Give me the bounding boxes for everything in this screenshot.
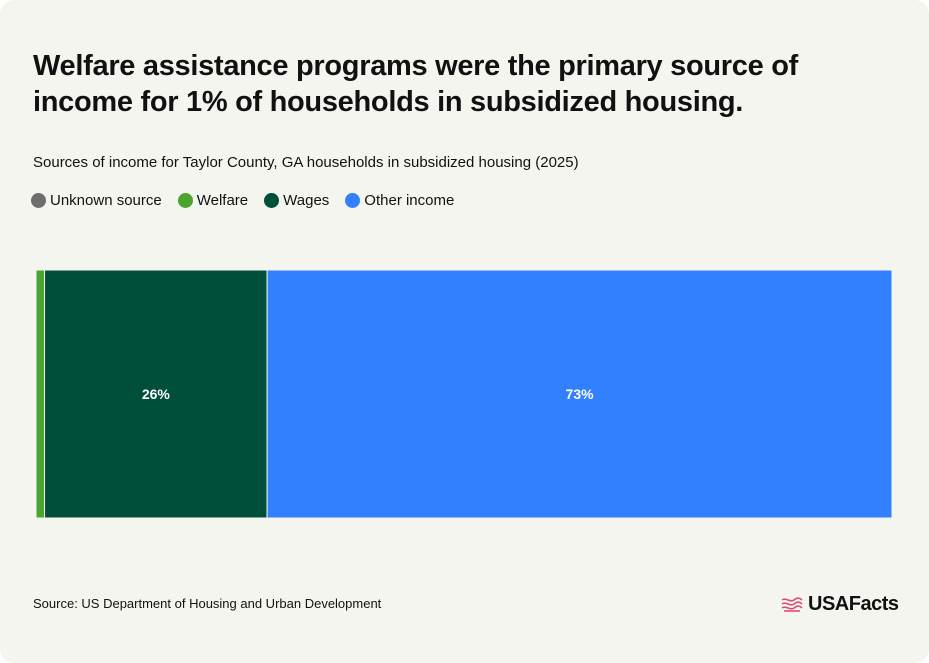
legend-label-unknown-source: Unknown source <box>50 192 162 209</box>
legend-item-wages: Wages <box>264 192 329 209</box>
legend-label-welfare: Welfare <box>196 192 249 209</box>
legend: Unknown source Welfare Wages Other incom… <box>31 192 470 209</box>
chart-title: Welfare assistance programs were the pri… <box>33 50 798 118</box>
bar-segment-welfare <box>35 269 46 519</box>
legend-label-wages: Wages <box>283 192 330 209</box>
data-label-other-income: 73% <box>566 386 595 402</box>
source-note: Source: US Department of Housing and Urb… <box>33 596 382 611</box>
legend-swatch-wages <box>264 193 280 208</box>
legend-swatch-other-income <box>345 193 361 208</box>
legend-item-welfare: Welfare <box>177 192 249 209</box>
legend-swatch-welfare <box>177 193 193 208</box>
usafacts-logo: USAFacts <box>780 593 899 616</box>
chart-subtitle: Sources of income for Taylor County, GA … <box>33 154 579 171</box>
legend-label-other-income: Other income <box>364 192 455 209</box>
bar-segment-other-income <box>266 269 893 519</box>
legend-swatch-unknown-source <box>31 193 46 208</box>
data-label-wages: 26% <box>142 386 171 402</box>
brand-name: USAFacts <box>808 593 899 615</box>
legend-item-other-income: Other income <box>345 192 454 209</box>
usafacts-flag-icon <box>781 596 803 612</box>
legend-item-unknown-source: Unknown source <box>31 192 162 209</box>
